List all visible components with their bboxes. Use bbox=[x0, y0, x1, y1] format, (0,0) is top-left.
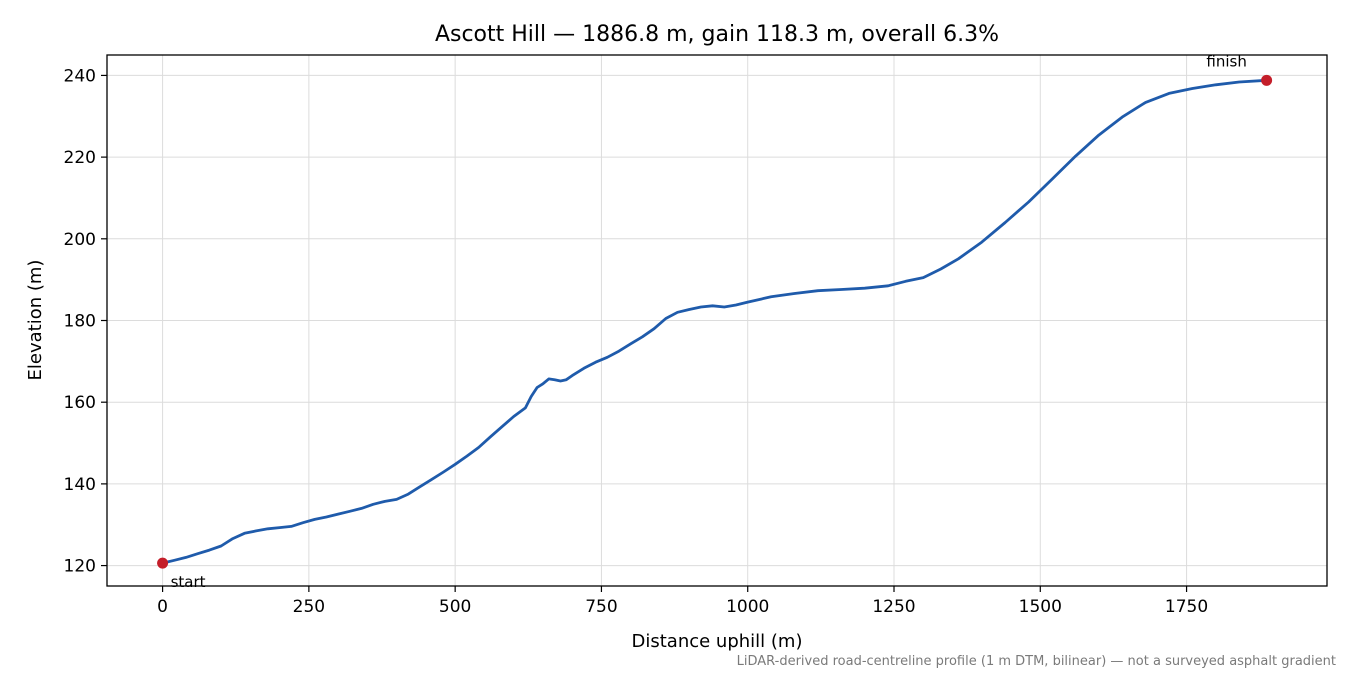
y-tick-label: 120 bbox=[64, 557, 96, 577]
x-tick-label: 1750 bbox=[1165, 597, 1208, 617]
plot-area: start finish bbox=[157, 52, 1273, 591]
chart-title: Ascott Hill — 1886.8 m, gain 118.3 m, ov… bbox=[435, 22, 999, 47]
y-tick-label: 220 bbox=[64, 148, 96, 168]
axis-ticks: 0 250 500 750 1000 1250 1500 1750 120 140 160 180 20… bbox=[64, 66, 1209, 617]
finish-marker bbox=[1261, 74, 1273, 86]
y-tick-label: 180 bbox=[64, 312, 96, 332]
x-tick-label: 1000 bbox=[726, 597, 769, 617]
x-tick-label: 1250 bbox=[872, 597, 915, 617]
y-axis-label: Elevation (m) bbox=[25, 260, 46, 381]
x-tick-label: 0 bbox=[157, 597, 168, 617]
y-tick-label: 200 bbox=[64, 230, 96, 250]
start-marker bbox=[157, 557, 169, 569]
finish-label: finish bbox=[1206, 52, 1246, 70]
grid bbox=[107, 55, 1327, 586]
x-tick-label: 750 bbox=[585, 597, 617, 617]
start-label: start bbox=[171, 573, 206, 591]
elevation-profile-line bbox=[161, 78, 1268, 565]
x-tick-label: 1500 bbox=[1019, 597, 1062, 617]
y-tick-label: 140 bbox=[64, 475, 96, 495]
y-tick-label: 240 bbox=[64, 66, 96, 86]
x-tick-label: 250 bbox=[293, 597, 325, 617]
y-tick-label: 160 bbox=[64, 393, 96, 413]
x-axis-label: Distance uphill (m) bbox=[632, 631, 803, 652]
x-tick-label: 500 bbox=[439, 597, 471, 617]
footnote: LiDAR-derived road-centreline profile (1… bbox=[737, 654, 1336, 669]
